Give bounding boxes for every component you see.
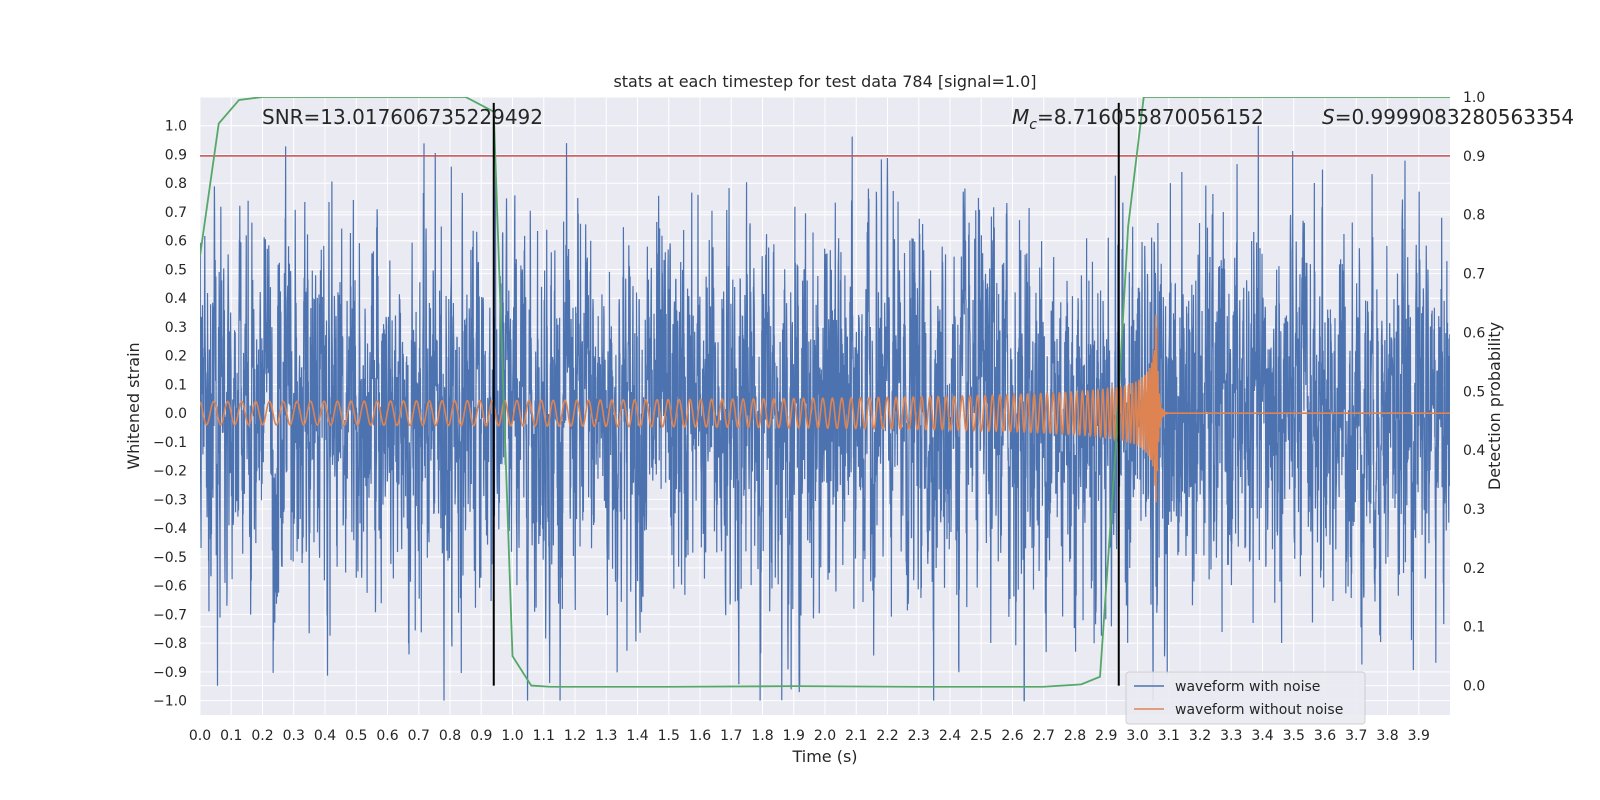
legend-label-clean: waveform without noise [1175, 702, 1343, 718]
y-tick-label: −0.6 [153, 579, 187, 595]
y2-tick-label: 1.0 [1463, 90, 1485, 106]
x-tick-label: 3.5 [1283, 728, 1305, 744]
snr-annotation: SNR=13.017606735229492 [262, 105, 543, 129]
x-tick-label: 2.7 [1033, 728, 1055, 744]
x-tick-label: 0.8 [439, 728, 461, 744]
x-tick-label: 1.1 [533, 728, 555, 744]
y-tick-label: 0.1 [165, 377, 187, 393]
chirp-mass-symbol: M [1012, 105, 1029, 129]
x-tick-label: 1.3 [595, 728, 617, 744]
x-tick-label: 1.8 [751, 728, 773, 744]
score-symbol: S [1322, 105, 1335, 129]
y-tick-label: 1.0 [165, 119, 187, 135]
y-tick-label: 0.6 [165, 234, 187, 250]
x-tick-label: 3.0 [1126, 728, 1148, 744]
y-axis-label: Whitened strain [124, 342, 143, 469]
x-tick-label: 1.0 [501, 728, 523, 744]
chirp-mass-annotation: Mc=8.716055870056152 [1012, 105, 1264, 133]
x-axis-label: Time (s) [791, 747, 857, 766]
y-tick-label: 0.2 [165, 349, 187, 365]
chirp-mass-value: =8.716055870056152 [1037, 105, 1264, 129]
detection-score-annotation: S=0.9999083280563354 [1322, 105, 1574, 129]
x-tick-label: 0.1 [220, 728, 242, 744]
chirp-mass-subscript: c [1029, 117, 1037, 133]
x-tick-label: 1.5 [658, 728, 680, 744]
x-tick-label: 2.9 [1095, 728, 1117, 744]
x-tick-label: 2.0 [814, 728, 836, 744]
x-tick-label: 2.1 [845, 728, 867, 744]
y-tick-label: −0.8 [153, 636, 187, 652]
y-tick-label: −0.4 [153, 521, 187, 537]
x-tick-label: 1.4 [626, 728, 648, 744]
detection-probability-line [200, 97, 1450, 688]
x-tick-label: 1.2 [564, 728, 586, 744]
y-tick-label: 0.9 [165, 147, 187, 163]
x-tick-label: 2.6 [1001, 728, 1023, 744]
y2-tick-label: 0.2 [1463, 561, 1485, 577]
x-tick-label: 2.8 [1064, 728, 1086, 744]
y-tick-label: 0.8 [165, 176, 187, 192]
score-value: =0.9999083280563354 [1335, 105, 1574, 129]
y-tick-labels: 1.0 0.9 0.8 0.7 0.6 0.5 0.4 0.3 0.2 0.1 0.0 −0.1 −0.… [153, 119, 187, 710]
y-tick-label: −0.7 [153, 607, 187, 623]
x-tick-label: 2.3 [908, 728, 930, 744]
x-tick-label: 0.3 [283, 728, 305, 744]
y-tick-label: 0.5 [165, 262, 187, 278]
y2-tick-label: 0.8 [1463, 208, 1485, 224]
legend-label-noisy: waveform with noise [1175, 679, 1320, 695]
x-tick-label: 3.8 [1376, 728, 1398, 744]
x-tick-label: 1.9 [783, 728, 805, 744]
y2-tick-label: 0.6 [1463, 325, 1485, 341]
y2-axis-label: Detection probability [1485, 322, 1504, 490]
x-tick-label: 0.9 [470, 728, 492, 744]
y2-tick-labels: 1.0 0.9 0.8 0.7 0.6 0.5 0.4 0.3 0.2 0.1 0.0 [1463, 90, 1485, 695]
x-tick-label: 1.7 [720, 728, 742, 744]
x-tick-label: 0.7 [408, 728, 430, 744]
x-tick-label: 3.7 [1345, 728, 1367, 744]
legend: waveform with noise waveform without noi… [1125, 671, 1366, 725]
x-tick-label: 3.3 [1220, 728, 1242, 744]
y-tick-label: −0.5 [153, 550, 187, 566]
x-tick-labels: 0.0 0.1 0.2 0.3 0.4 0.5 0.6 0.7 0.8 0.9 1.0 1.1 1.2 1… [189, 728, 1430, 744]
y2-tick-label: 0.9 [1463, 149, 1485, 165]
legend-box [1125, 671, 1366, 725]
y-tick-label: −0.2 [153, 464, 187, 480]
x-tick-label: 3.9 [1408, 728, 1430, 744]
x-tick-label: 3.4 [1251, 728, 1273, 744]
x-tick-label: 3.6 [1314, 728, 1336, 744]
x-tick-label: 0.6 [376, 728, 398, 744]
y-tick-label: −0.1 [153, 435, 187, 451]
y2-tick-label: 0.0 [1463, 679, 1485, 695]
y2-tick-label: 0.7 [1463, 267, 1485, 283]
x-tick-label: 2.2 [876, 728, 898, 744]
y-tick-label: 0.4 [165, 291, 187, 307]
y-tick-label: 0.3 [165, 320, 187, 336]
x-tick-label: 1.6 [689, 728, 711, 744]
y-tick-label: 0.0 [165, 406, 187, 422]
x-tick-label: 0.2 [251, 728, 273, 744]
noisy-waveform-line [200, 125, 1450, 702]
x-tick-label: 2.4 [939, 728, 961, 744]
y-tick-label: 0.7 [165, 205, 187, 221]
y-tick-label: −0.9 [153, 665, 187, 681]
x-tick-label: 0.0 [189, 728, 211, 744]
y2-tick-label: 0.5 [1463, 384, 1485, 400]
y-tick-label: −0.3 [153, 492, 187, 508]
y-tick-label: −1.0 [153, 694, 187, 710]
y2-tick-label: 0.3 [1463, 502, 1485, 518]
clean-waveform-line [200, 315, 1450, 503]
y2-tick-label: 0.1 [1463, 620, 1485, 636]
x-tick-label: 3.2 [1189, 728, 1211, 744]
x-tick-label: 0.4 [314, 728, 336, 744]
x-tick-label: 0.5 [345, 728, 367, 744]
chart-title: stats at each timestep for test data 784… [613, 72, 1036, 91]
x-tick-label: 2.5 [970, 728, 992, 744]
plot-layer [200, 97, 1450, 702]
x-tick-label: 3.1 [1158, 728, 1180, 744]
y2-tick-label: 0.4 [1463, 443, 1485, 459]
